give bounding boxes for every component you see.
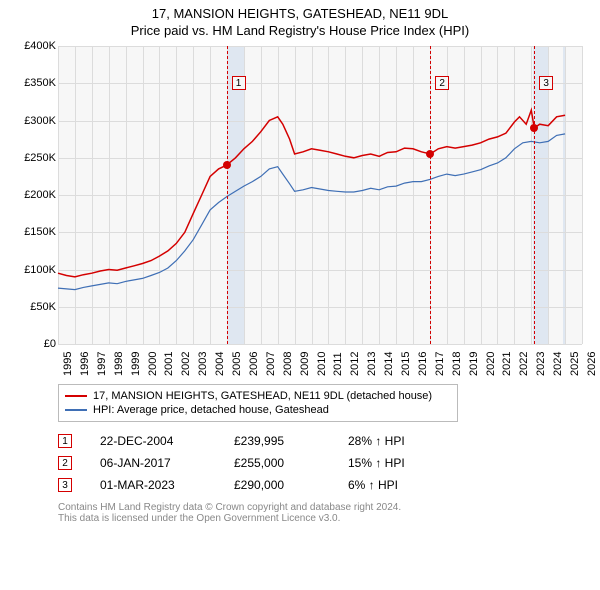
legend: 17, MANSION HEIGHTS, GATESHEAD, NE11 9DL… <box>58 384 458 422</box>
transaction-row: 3 01-MAR-2023 £290,000 6% ↑ HPI <box>58 474 590 496</box>
transaction-vs-hpi: 6% ↑ HPI <box>348 478 448 492</box>
gridline-h <box>58 344 582 345</box>
x-axis-label: 2016 <box>417 352 429 376</box>
x-axis-label: 2019 <box>468 352 480 376</box>
x-axis-label: 2009 <box>299 352 311 376</box>
chart-title-line2: Price paid vs. HM Land Registry's House … <box>10 23 590 38</box>
x-axis-label: 2013 <box>366 352 378 376</box>
marker-box: 3 <box>539 76 553 90</box>
transaction-date: 06-JAN-2017 <box>100 456 210 470</box>
transaction-vs-hpi: 28% ↑ HPI <box>348 434 448 448</box>
x-axis-label: 1996 <box>79 352 91 376</box>
marker-dot <box>223 161 231 169</box>
x-axis-label: 1999 <box>130 352 142 376</box>
plot-region: 1 2 3 <box>58 46 582 344</box>
legend-label: 17, MANSION HEIGHTS, GATESHEAD, NE11 9DL… <box>93 390 432 402</box>
marker-box: 1 <box>232 76 246 90</box>
chart-title-line1: 17, MANSION HEIGHTS, GATESHEAD, NE11 9DL <box>10 6 590 21</box>
x-axis-label: 2020 <box>485 352 497 376</box>
transaction-price: £290,000 <box>234 478 324 492</box>
y-axis-label: £350K <box>24 77 56 89</box>
marker-vline <box>430 46 431 344</box>
x-axis-label: 2026 <box>586 352 598 376</box>
footer-line2: This data is licensed under the Open Gov… <box>58 513 590 524</box>
transaction-price: £239,995 <box>234 434 324 448</box>
x-axis-label: 2000 <box>147 352 159 376</box>
gridline-v <box>582 46 583 344</box>
marker-dot <box>426 150 434 158</box>
x-axis-label: 2002 <box>180 352 192 376</box>
x-axis-label: 2012 <box>349 352 361 376</box>
legend-swatch <box>65 395 87 397</box>
chart-lines-svg <box>58 46 582 344</box>
marker-vline <box>534 46 535 344</box>
x-axis-label: 2023 <box>535 352 547 376</box>
footer-attribution: Contains HM Land Registry data © Crown c… <box>58 502 590 524</box>
legend-row: HPI: Average price, detached house, Gate… <box>65 403 451 417</box>
y-axis-label: £250K <box>24 152 56 164</box>
x-axis-label: 2007 <box>265 352 277 376</box>
x-axis-label: 2018 <box>451 352 463 376</box>
marker-dot <box>530 124 538 132</box>
x-axis-label: 2014 <box>383 352 395 376</box>
x-axis-label: 2001 <box>163 352 175 376</box>
chart-container: 17, MANSION HEIGHTS, GATESHEAD, NE11 9DL… <box>0 0 600 530</box>
transactions-table: 1 22-DEC-2004 £239,995 28% ↑ HPI 2 06-JAN-201… <box>58 430 590 496</box>
y-axis-label: £300K <box>24 115 56 127</box>
x-axis-label: 2025 <box>569 352 581 376</box>
y-axis-label: £0 <box>44 338 56 350</box>
x-axis-label: 2004 <box>214 352 226 376</box>
legend-swatch <box>65 409 87 411</box>
marker-vline <box>227 46 228 344</box>
x-axis-label: 2024 <box>552 352 564 376</box>
transaction-row: 2 06-JAN-2017 £255,000 15% ↑ HPI <box>58 452 590 474</box>
legend-row: 17, MANSION HEIGHTS, GATESHEAD, NE11 9DL… <box>65 389 451 403</box>
y-axis-label: £400K <box>24 40 56 52</box>
marker-box: 2 <box>435 76 449 90</box>
y-axis-label: £50K <box>30 301 56 313</box>
x-axis-label: 2008 <box>282 352 294 376</box>
legend-label: HPI: Average price, detached house, Gate… <box>93 404 329 416</box>
x-axis-label: 2005 <box>231 352 243 376</box>
transaction-date: 22-DEC-2004 <box>100 434 210 448</box>
x-axis-label: 2010 <box>316 352 328 376</box>
chart-area: 1 2 3 £0 £50K £100K £150K £200K £250K £300K £350K… <box>10 46 590 376</box>
x-axis-label: 1998 <box>113 352 125 376</box>
y-axis-label: £200K <box>24 189 56 201</box>
transaction-marker-box: 1 <box>58 434 72 448</box>
x-axis-label: 2017 <box>434 352 446 376</box>
transaction-marker-box: 3 <box>58 478 72 492</box>
transaction-row: 1 22-DEC-2004 £239,995 28% ↑ HPI <box>58 430 590 452</box>
x-axis-label: 2021 <box>501 352 513 376</box>
transaction-price: £255,000 <box>234 456 324 470</box>
series-line-property <box>58 110 565 277</box>
x-axis-label: 2006 <box>248 352 260 376</box>
x-axis-label: 2011 <box>332 352 344 376</box>
transaction-marker-box: 2 <box>58 456 72 470</box>
x-axis-label: 2003 <box>197 352 209 376</box>
y-axis-label: £100K <box>24 264 56 276</box>
y-axis-label: £150K <box>24 226 56 238</box>
x-axis-label: 2015 <box>400 352 412 376</box>
footer-line1: Contains HM Land Registry data © Crown c… <box>58 502 590 513</box>
transaction-date: 01-MAR-2023 <box>100 478 210 492</box>
x-axis-label: 1995 <box>62 352 74 376</box>
transaction-vs-hpi: 15% ↑ HPI <box>348 456 448 470</box>
x-axis-label: 2022 <box>518 352 530 376</box>
x-axis-label: 1997 <box>96 352 108 376</box>
